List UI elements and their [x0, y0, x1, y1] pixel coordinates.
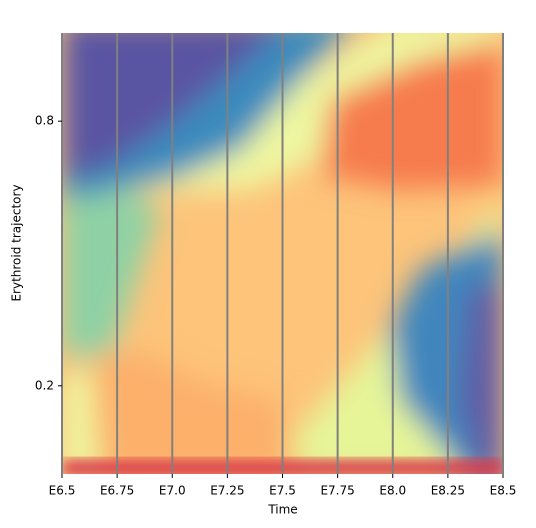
x-tick-label: E8.0 [379, 484, 406, 498]
y-tick-label: 0.2 [35, 378, 54, 392]
x-tick-label: E7.5 [269, 484, 296, 498]
x-tick-label: E8.5 [490, 484, 517, 498]
x-tick-label: E8.25 [431, 484, 465, 498]
x-tick-label: E6.5 [49, 484, 76, 498]
y-axis-label: Erythroid trajectory [10, 184, 24, 301]
y-tick-label: 0.8 [35, 114, 54, 128]
x-tick-label: E6.75 [100, 484, 134, 498]
x-tick-label: E7.0 [159, 484, 186, 498]
x-tick-label: E7.25 [210, 484, 244, 498]
x-axis-label: Time [267, 503, 297, 517]
x-tick-label: E7.75 [320, 484, 354, 498]
